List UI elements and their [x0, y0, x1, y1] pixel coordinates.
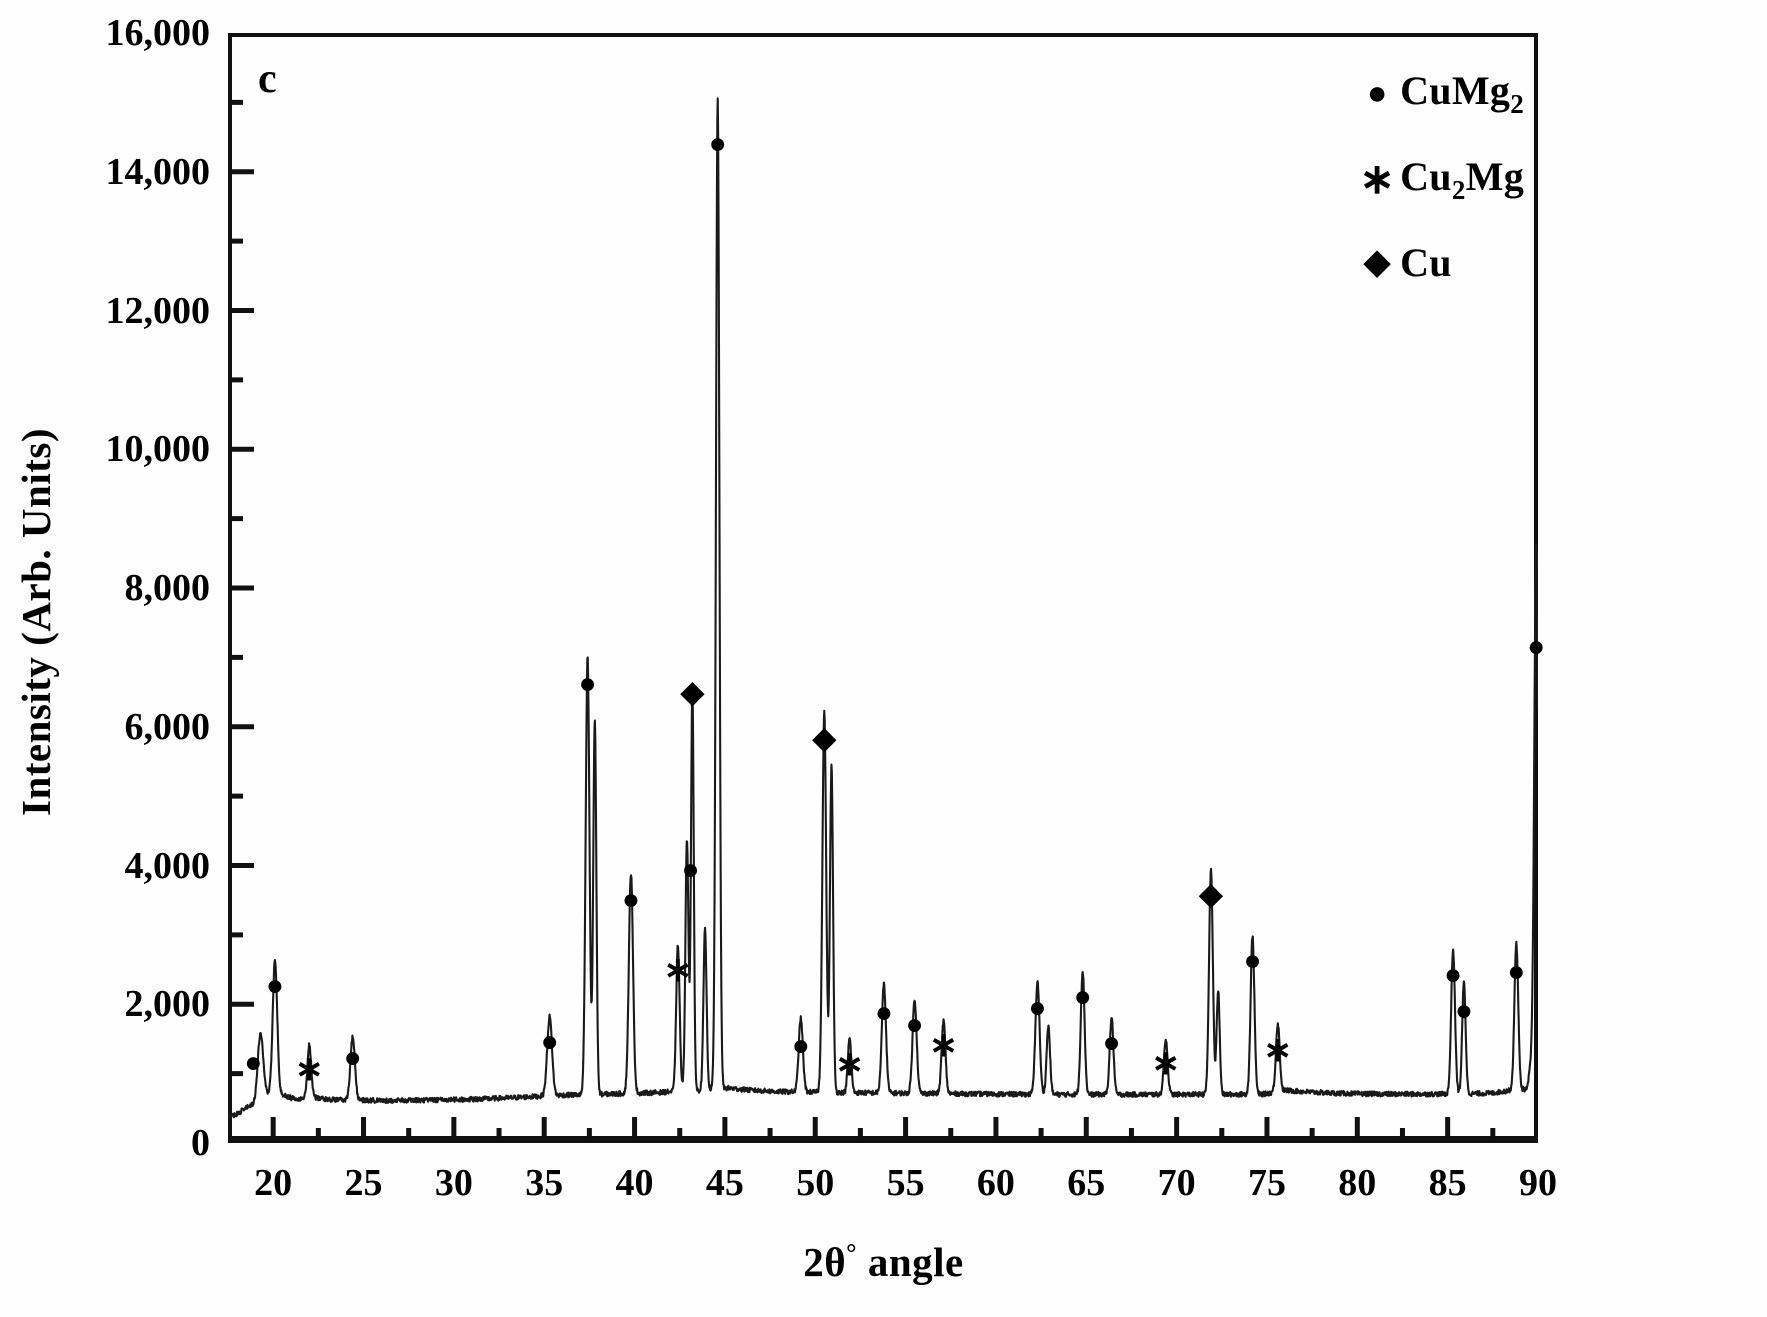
x-tick-label: 75	[1247, 1162, 1286, 1204]
peak-marker-cumg2: ●	[1454, 994, 1473, 1028]
legend-item: ● CuMg2	[1354, 67, 1524, 120]
peak-marker-cumg2: ●	[1073, 979, 1092, 1013]
peak-marker-cu2mg: ∗	[295, 1051, 324, 1089]
cu-diamond-icon: ◆	[1364, 243, 1391, 281]
peak-marker-cumg2: ●	[874, 995, 893, 1029]
legend-item: ◆ Cu	[1354, 239, 1524, 286]
peak-marker-cumg2: ●	[1102, 1026, 1121, 1060]
peak-marker-cumg2: ●	[1527, 629, 1546, 663]
cumg2-dot-icon: ●	[1366, 74, 1388, 112]
x-axis-title-prefix: 2θ	[803, 1239, 847, 1285]
degree-sign: °	[846, 1238, 858, 1268]
x-tick-label: 85	[1428, 1162, 1467, 1204]
y-tick-label: 2,000	[124, 983, 211, 1026]
peak-marker-cumg2: ●	[905, 1008, 924, 1042]
x-axis-title: 2θ° angle	[0, 1238, 1767, 1286]
x-tick-label: 55	[886, 1162, 925, 1204]
peak-marker-cu: ◆	[1199, 877, 1223, 911]
x-tick-label: 30	[434, 1162, 473, 1204]
legend: ● CuMg2 ∗ Cu2Mg ◆ Cu	[1354, 67, 1524, 319]
peak-marker-cumg2: ●	[1243, 944, 1262, 978]
x-tick-label: 90	[1519, 1162, 1557, 1204]
x-tick-label: 80	[1338, 1162, 1377, 1204]
y-tick-label: 14,000	[105, 150, 211, 193]
peak-marker-cumg2: ●	[621, 883, 640, 917]
y-tick-label: 16,000	[105, 12, 211, 54]
axis-ticks	[228, 99, 1538, 1143]
x-tick-label: 35	[525, 1162, 564, 1204]
x-tick-label: 60	[976, 1162, 1015, 1204]
peak-marker-cumg2: ●	[1444, 958, 1463, 992]
bottom-axis-spine	[228, 1136, 1538, 1143]
legend-label-cu: Cu	[1400, 240, 1452, 285]
peak-marker-cu: ◆	[680, 676, 704, 710]
plot-area: ● ● ∗ ● ● ● ● ∗ ● ◆ ● ● ◆ ∗ ● ● ∗ ● ● ● ∗ ◆ ● ∗ ● ● ● ● c ● CuMg2 ∗…	[228, 33, 1545, 1143]
x-tick-label: 45	[705, 1162, 744, 1204]
peak-marker-cu2mg: ∗	[1151, 1044, 1181, 1082]
xrd-pattern-path	[228, 97, 1538, 1120]
peak-marker-cu2mg: ∗	[1263, 1032, 1293, 1070]
peak-marker-cu: ◆	[812, 722, 836, 756]
peak-marker-cu2mg: ∗	[663, 951, 693, 989]
peak-marker-cumg2: ●	[681, 853, 700, 887]
y-tick-label: 12,000	[105, 289, 211, 332]
peak-marker-cumg2: ●	[791, 1028, 810, 1062]
legend-label-cu2mg: Cu2Mg	[1400, 154, 1524, 205]
peak-marker-cumg2: ●	[343, 1040, 362, 1074]
peak-marker-cumg2: ●	[1028, 990, 1047, 1024]
panel-label: c	[258, 56, 277, 102]
peak-marker-cumg2: ●	[244, 1046, 263, 1080]
peak-marker-cumg2: ●	[265, 969, 285, 1003]
x-tick-label: 20	[254, 1162, 293, 1204]
y-tick-label: 6,000	[124, 705, 211, 748]
y-tick-label: 10,000	[105, 428, 211, 471]
cu2mg-star-icon: ∗	[1359, 156, 1395, 203]
x-tick-label: 70	[1157, 1162, 1196, 1204]
x-tick-label: 40	[615, 1162, 654, 1204]
y-tick-label: 4,000	[124, 844, 211, 887]
peak-marker-cu2mg: ∗	[835, 1045, 864, 1083]
x-axis-title-suffix: angle	[857, 1239, 964, 1285]
x-tick-label: 25	[344, 1162, 383, 1204]
legend-item: ∗ Cu2Mg	[1354, 153, 1524, 206]
y-tick-label: 8,000	[124, 567, 211, 609]
xrd-trace	[228, 97, 1538, 1120]
peak-marker-cumg2: ●	[540, 1024, 559, 1058]
peak-marker-cumg2: ●	[1507, 955, 1526, 989]
y-tick-label: 0	[191, 1122, 210, 1164]
x-tick-label: 50	[796, 1162, 835, 1204]
x-tick-label: 65	[1067, 1162, 1106, 1204]
peak-marker-cumg2: ●	[578, 666, 597, 700]
peak-marker-cumg2: ●	[708, 127, 727, 160]
legend-label-cumg2: CuMg2	[1400, 68, 1524, 119]
peak-marker-cu2mg: ∗	[929, 1026, 958, 1064]
